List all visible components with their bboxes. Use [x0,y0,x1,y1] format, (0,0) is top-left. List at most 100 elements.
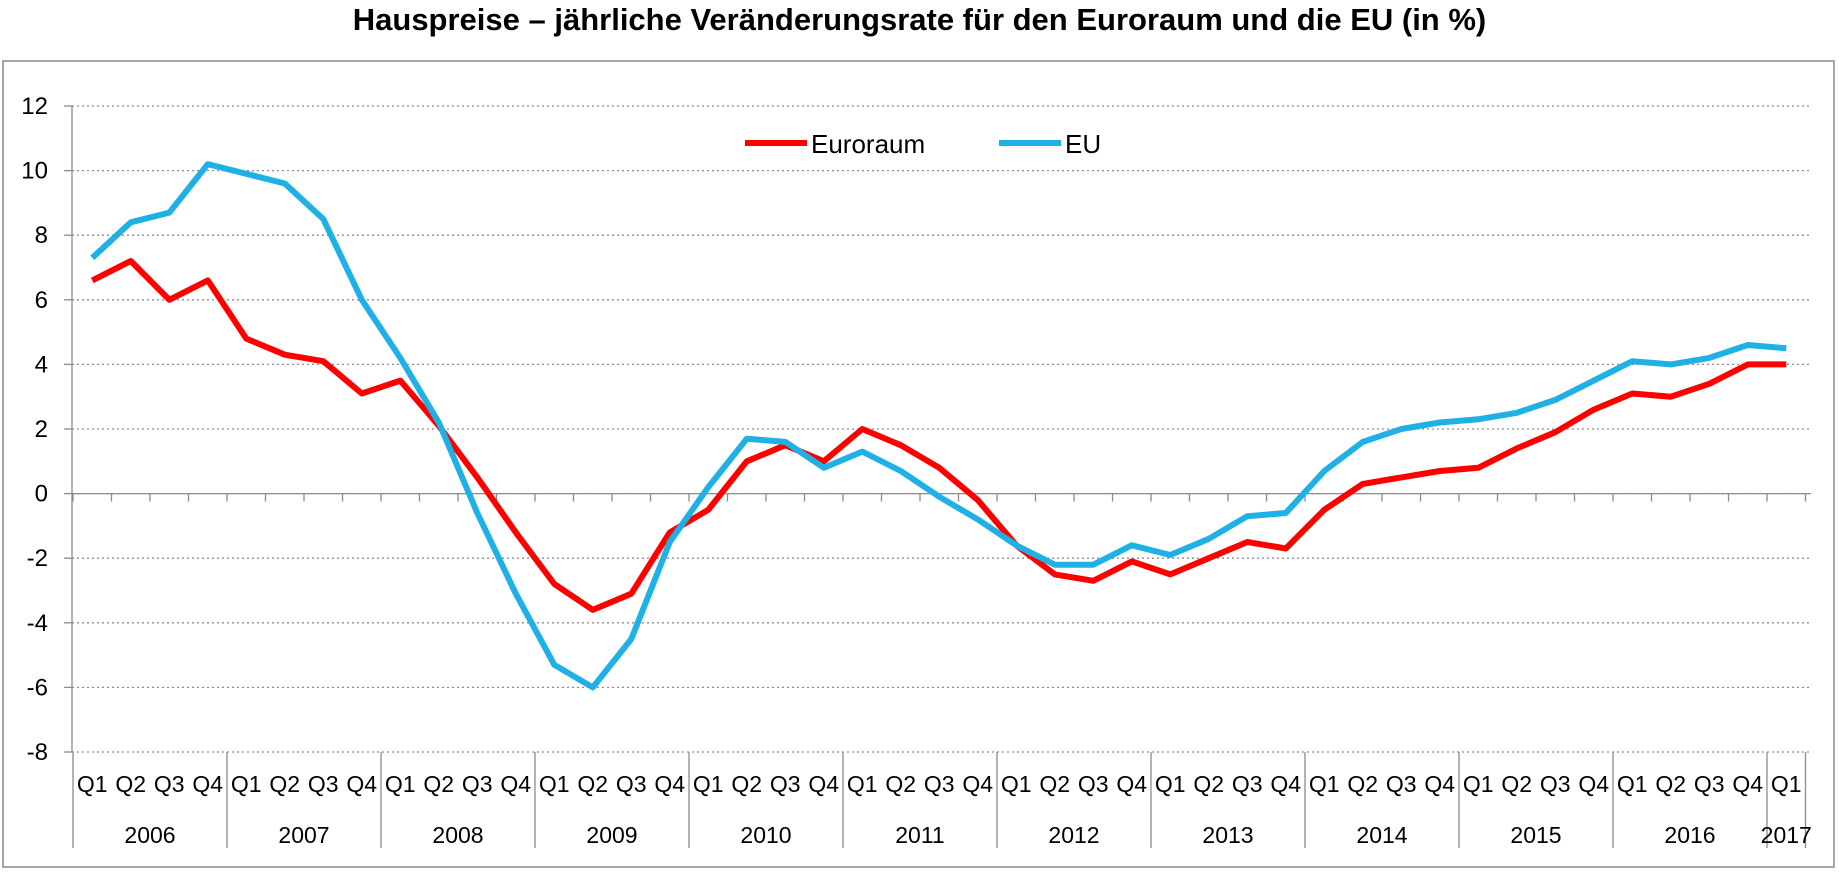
x-tick-label: Q1 [1463,771,1494,797]
year-label: 2009 [586,822,637,848]
x-tick-label: Q2 [885,771,916,797]
data-point [513,530,518,535]
data-point [975,498,980,503]
y-tick-label: -4 [27,610,48,637]
data-point [1476,417,1481,422]
data-point [590,607,595,612]
year-label: 2014 [1356,822,1407,848]
data-point [1630,359,1635,364]
x-tick-label: Q1 [693,771,724,797]
chart-title: Hauspreise – jährliche Veränderungsrate … [352,2,1487,37]
x-tick-label: Q3 [1694,771,1725,797]
data-point [205,162,210,167]
x-tick-label: Q1 [231,771,262,797]
data-point [1168,552,1173,557]
data-point [783,439,788,444]
x-tick-label: Q4 [808,771,839,797]
x-tick-label: Q4 [654,771,685,797]
data-point [1784,346,1789,351]
data-point [552,662,557,667]
x-tick-label: Q2 [1655,771,1686,797]
chart-frame [2,60,1835,868]
x-tick-label: Q3 [1386,771,1417,797]
data-point [706,485,711,490]
data-point [475,510,480,515]
x-tick-label: Q3 [308,771,339,797]
data-point [1668,362,1673,367]
data-point [321,359,326,364]
data-point [1745,343,1750,348]
year-label: 2007 [278,822,329,848]
data-point [398,378,403,383]
data-point [1591,378,1596,383]
data-point [359,391,364,396]
data-point [590,685,595,690]
data-point [1245,514,1250,519]
data-point [1091,562,1096,567]
year-label: 2006 [124,822,175,848]
data-point [1129,559,1134,564]
data-point [1091,578,1096,583]
data-point [1245,540,1250,545]
data-point [860,449,865,454]
data-point [629,591,634,596]
data-point [744,436,749,441]
data-point [1514,446,1519,451]
x-tick-label: Q3 [154,771,185,797]
data-point [282,181,287,186]
data-point [90,255,95,260]
data-point [1514,410,1519,415]
data-point [1707,381,1712,386]
data-point [667,530,672,535]
data-point [1360,481,1365,486]
year-label: 2010 [740,822,791,848]
data-point [1052,572,1057,577]
data-point [1168,572,1173,577]
x-tick-label: Q3 [462,771,493,797]
data-point [128,220,133,225]
data-point [667,540,672,545]
x-tick-label: Q2 [115,771,146,797]
data-point [1668,394,1673,399]
data-point [744,459,749,464]
data-point [1784,362,1789,367]
x-tick-label: Q1 [1771,771,1802,797]
data-point [205,278,210,283]
axes: -8 -6 -4 -2 0 2 4 6 8 10 12 Q1 Q2 Q3 Q4 Q1 Q2 Q3 Q4 Q1 Q2 Q3 Q… [21,93,1812,848]
data-point [1206,556,1211,561]
x-tick-label: Q3 [1232,771,1263,797]
data-point [1129,543,1134,548]
x-tick-label: Q1 [1001,771,1032,797]
x-tick-label: Q2 [731,771,762,797]
data-point [1206,536,1211,541]
x-tick-label: Q1 [539,771,570,797]
legend-label: EU [1065,129,1101,159]
data-point [1399,427,1404,432]
x-tick-label: Q3 [616,771,647,797]
year-label: 2015 [1510,822,1561,848]
legend-label: Euroraum [811,129,925,159]
x-tick-label: Q1 [1617,771,1648,797]
x-tick-label: Q2 [1501,771,1532,797]
data-point [1553,397,1558,402]
data-point [1360,439,1365,444]
data-point [937,465,942,470]
x-tick-label: Q3 [770,771,801,797]
y-tick-label: 0 [35,481,48,508]
legend: Euroraum EU [745,129,1101,159]
data-point [398,355,403,360]
y-tick-label: -6 [27,674,48,701]
x-tick-label: Q2 [1347,771,1378,797]
y-tick-label: 2 [35,416,48,443]
data-point [1476,465,1481,470]
year-label: 2017 [1761,822,1812,848]
data-point [860,427,865,432]
data-point [244,171,249,176]
x-tick-label: Q4 [500,771,531,797]
x-tick-label: Q3 [924,771,955,797]
data-point [1322,468,1327,473]
data-point [1283,546,1288,551]
x-tick-label: Q4 [1732,771,1763,797]
data-point [244,336,249,341]
